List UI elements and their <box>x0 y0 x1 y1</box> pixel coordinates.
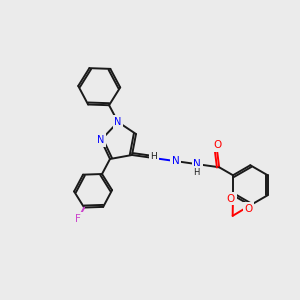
Text: H: H <box>193 168 200 177</box>
Text: O: O <box>227 194 235 204</box>
Text: F: F <box>75 214 81 224</box>
Text: N: N <box>97 135 105 145</box>
Text: H: H <box>150 152 157 160</box>
Text: O: O <box>244 204 252 214</box>
Text: N: N <box>172 156 179 166</box>
Text: O: O <box>213 140 221 150</box>
Text: N: N <box>114 117 122 127</box>
Text: N: N <box>194 159 201 169</box>
